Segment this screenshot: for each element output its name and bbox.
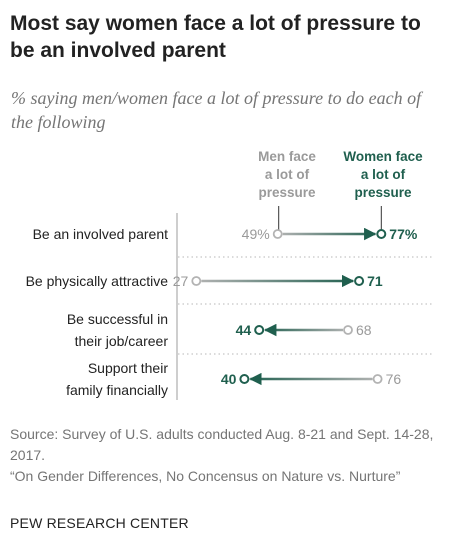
report-title: “On Gender Differences, No Concensus on … [10, 468, 401, 484]
source-note: Source: Survey of U.S. adults conducted … [10, 426, 434, 463]
legend-men-line: Men face [258, 149, 316, 164]
women-dot [354, 276, 365, 286]
legend: Men face a lot of pressure Women face a lot … [258, 149, 423, 230]
organization-credit: PEW RESEARCH CENTER [10, 515, 189, 531]
category-label: Support their [88, 360, 168, 376]
dot-plot-chart: Men face a lot of pressure Women face a lot … [26, 149, 432, 400]
men-dot [343, 325, 353, 335]
chart-title: Most say women face a lot of pressure to… [10, 12, 421, 62]
category-label: Be an involved parent [33, 226, 169, 242]
women-value-label: 40 [221, 371, 237, 387]
women-value-label: 77% [389, 226, 418, 242]
chart-subtitle: % saying men/women face a lot of pressur… [11, 88, 422, 132]
legend-men-line: a lot of [265, 167, 310, 182]
women-dot [376, 229, 387, 239]
legend-women-line: Women face [343, 149, 423, 164]
women-value-label: 71 [367, 273, 383, 289]
men-value-label: 27 [173, 273, 189, 289]
row-dividers [178, 256, 432, 355]
category-label: Be physically attractive [26, 273, 169, 289]
men-value-label: 68 [356, 322, 372, 338]
men-dot [372, 374, 383, 384]
category-labels: Be an involved parent Be physically attra… [26, 226, 169, 398]
women-dot [239, 374, 250, 384]
women-dot [254, 325, 265, 335]
data-marks: 49% 77% 27 71 68 44 76 40 [173, 226, 418, 387]
category-label: their job/career [75, 333, 169, 349]
women-value-label: 44 [236, 322, 252, 338]
legend-women-line: pressure [354, 185, 412, 200]
category-label: Be successful in [67, 311, 168, 327]
men-value-label: 49% [242, 226, 270, 242]
men-dot [191, 276, 202, 286]
men-dot [272, 229, 283, 239]
legend-men-line: pressure [258, 185, 316, 200]
category-label: family financially [66, 382, 168, 398]
men-value-label: 76 [386, 371, 402, 387]
legend-women-line: a lot of [361, 167, 406, 182]
